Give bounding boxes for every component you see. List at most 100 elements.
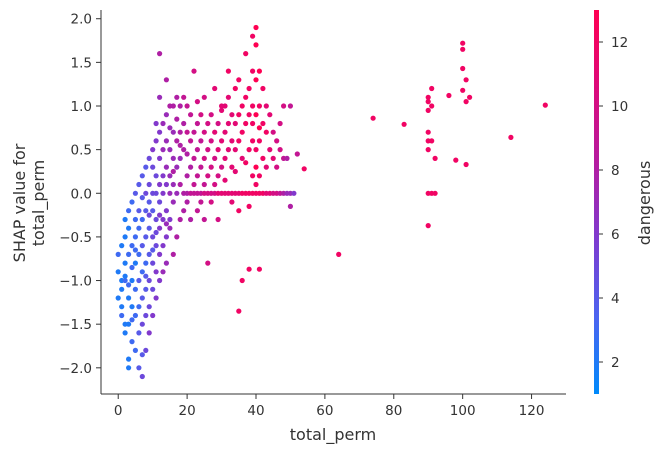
data-point <box>146 199 152 205</box>
colorbar-tick-label: 8 <box>611 163 620 179</box>
data-point <box>129 317 135 323</box>
data-point <box>370 115 376 121</box>
data-point <box>229 138 235 144</box>
data-point <box>136 208 142 214</box>
data-point <box>191 181 197 188</box>
data-point <box>119 304 125 310</box>
data-point <box>229 112 235 118</box>
data-point <box>153 269 159 275</box>
data-point <box>215 173 221 179</box>
data-point <box>222 155 228 161</box>
data-point <box>150 164 156 170</box>
data-point <box>122 330 128 336</box>
data-point <box>146 251 152 257</box>
data-point <box>198 112 204 118</box>
colorbar-tick-label: 12 <box>611 35 628 51</box>
data-point <box>160 216 166 223</box>
data-point <box>163 164 169 170</box>
data-point <box>205 173 211 179</box>
data-point <box>256 103 262 109</box>
data-point <box>170 103 176 109</box>
data-point <box>160 173 166 179</box>
data-point <box>243 51 249 57</box>
data-point <box>246 147 252 153</box>
data-point <box>250 120 256 127</box>
data-point <box>136 251 142 257</box>
scatter-points <box>115 24 548 380</box>
y-tick-label: 1.5 <box>71 55 92 71</box>
data-point <box>222 103 228 109</box>
data-point <box>150 247 156 253</box>
colorbar-tick-label: 4 <box>611 291 620 307</box>
data-point <box>188 138 194 144</box>
colorbar-tick-label: 2 <box>611 355 620 371</box>
data-point <box>239 103 245 109</box>
data-point <box>170 181 176 188</box>
data-point <box>256 125 262 131</box>
data-point <box>167 190 173 196</box>
data-point <box>212 85 218 92</box>
x-tick-label: 0 <box>114 403 123 419</box>
data-point <box>139 373 145 380</box>
data-point <box>212 129 218 135</box>
data-point <box>136 181 142 188</box>
data-point <box>205 260 211 266</box>
data-point <box>139 352 145 358</box>
data-point <box>132 190 138 196</box>
data-point <box>198 164 204 170</box>
data-point <box>432 155 438 161</box>
data-point <box>160 147 166 153</box>
data-point <box>219 138 225 144</box>
x-tick-label: 80 <box>385 403 402 419</box>
data-point <box>463 99 469 105</box>
data-point <box>225 94 231 100</box>
data-point <box>256 266 262 272</box>
data-point <box>150 208 156 214</box>
data-point <box>150 312 156 319</box>
data-point <box>174 138 180 144</box>
data-point <box>250 138 256 144</box>
data-point <box>136 365 142 371</box>
data-point <box>153 138 159 144</box>
data-point <box>446 92 452 99</box>
data-point <box>432 190 438 196</box>
data-point <box>274 138 280 144</box>
data-point <box>188 164 194 170</box>
data-point <box>146 212 152 218</box>
data-point <box>139 269 145 275</box>
data-point <box>115 251 121 257</box>
data-point <box>425 223 431 229</box>
data-point <box>153 120 159 127</box>
data-point <box>250 33 256 39</box>
data-point <box>184 173 190 179</box>
data-point <box>222 129 228 135</box>
data-point <box>425 107 431 113</box>
data-point <box>129 304 135 310</box>
data-point <box>270 155 276 161</box>
data-point <box>163 112 169 118</box>
data-point <box>208 112 214 118</box>
data-point <box>253 24 259 31</box>
data-point <box>126 208 132 214</box>
data-point <box>205 147 211 153</box>
data-point <box>208 138 214 144</box>
data-point <box>136 225 142 231</box>
data-point <box>170 168 176 175</box>
data-point <box>246 266 252 272</box>
data-point <box>460 65 466 72</box>
data-point <box>143 260 149 266</box>
data-point <box>153 229 159 236</box>
data-point <box>284 155 290 161</box>
data-point <box>115 295 121 301</box>
data-point <box>225 147 231 153</box>
data-point <box>219 107 225 113</box>
data-point <box>143 234 149 240</box>
data-point <box>160 243 166 249</box>
data-point <box>132 286 138 292</box>
data-point <box>201 129 207 135</box>
data-point <box>181 208 187 214</box>
colorbar-tick-label: 10 <box>611 99 628 115</box>
data-point <box>143 312 149 319</box>
data-point <box>260 120 266 127</box>
data-point <box>157 51 163 57</box>
